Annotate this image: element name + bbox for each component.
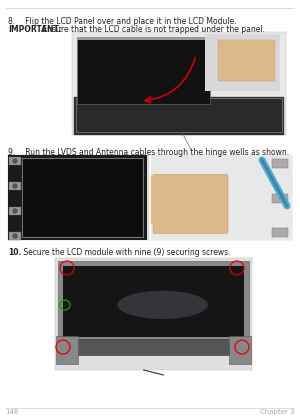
Bar [272,194,288,202]
Bar [77,37,210,104]
Text: 9.  Run the LVDS and Antenna cables through the hinge wells as shown.: 9. Run the LVDS and Antenna cables throu… [8,148,289,157]
Ellipse shape [117,291,208,319]
FancyBboxPatch shape [149,175,201,187]
Text: IMPORTANT:: IMPORTANT: [8,25,62,34]
Bar [58,261,249,353]
Text: Ensure that the LCD cable is not trapped under the panel.: Ensure that the LCD cable is not trapped… [40,25,265,34]
Circle shape [13,184,17,188]
Bar [76,98,282,132]
Bar [229,336,251,365]
FancyBboxPatch shape [149,187,201,200]
Bar [63,266,244,337]
Text: 148: 148 [5,409,18,415]
Bar [77,37,210,40]
Bar [9,207,21,215]
Circle shape [13,209,17,213]
Bar [22,158,143,237]
FancyBboxPatch shape [149,200,201,212]
Bar [9,232,21,240]
Bar [9,182,21,190]
Text: Secure the LCD module with nine (9) securing screws.: Secure the LCD module with nine (9) secu… [21,248,230,257]
Bar [272,159,288,168]
Bar [60,339,247,355]
Bar [74,97,284,135]
Bar [205,34,280,91]
Bar [272,228,288,237]
Bar [8,155,147,240]
Bar [218,40,275,81]
Bar [72,32,286,135]
Text: 8.  Flip the LCD Panel over and place it in the LCD Module.: 8. Flip the LCD Panel over and place it … [8,17,237,26]
Bar [8,155,292,240]
Text: Chapter 3: Chapter 3 [260,409,295,415]
Bar [56,336,78,365]
Bar [150,155,292,240]
Circle shape [13,234,17,238]
FancyBboxPatch shape [149,212,201,224]
Text: 10.: 10. [8,248,21,257]
Bar [9,157,21,165]
Circle shape [13,159,17,163]
FancyBboxPatch shape [153,174,228,234]
Bar [55,258,252,370]
Bar [22,158,143,237]
